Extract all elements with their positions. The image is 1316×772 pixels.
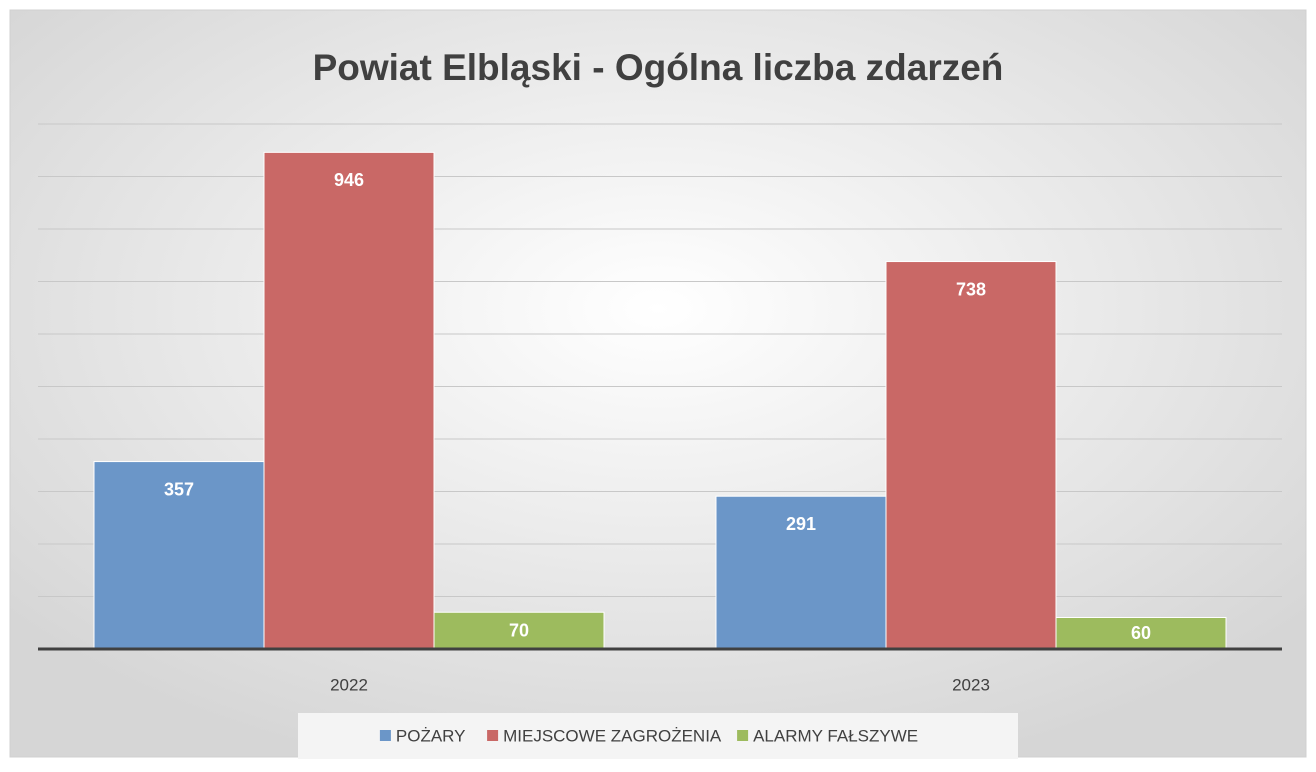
- legend-swatch: [379, 730, 391, 741]
- bar: [1055, 617, 1227, 650]
- data-label: 60: [1131, 623, 1151, 643]
- data-label: 946: [334, 170, 364, 190]
- data-label: 70: [509, 620, 529, 640]
- legend-background: [298, 713, 1018, 759]
- data-label: 291: [786, 514, 816, 534]
- data-label: 738: [956, 279, 986, 299]
- bar: [433, 611, 605, 650]
- legend-swatch: [487, 730, 499, 741]
- legend-label: MIEJSCOWE ZAGROŻENIA: [503, 726, 722, 745]
- legend-label: ALARMY FAŁSZYWE: [753, 726, 918, 745]
- x-tick-label: 2023: [952, 675, 990, 694]
- bar: [885, 261, 1057, 650]
- legend-swatch: [737, 730, 749, 741]
- legend-label: POŻARY: [396, 726, 466, 745]
- data-label: 357: [164, 479, 194, 499]
- chart-title: Powiat Elbląski - Ogólna liczba zdarzeń: [313, 47, 1004, 88]
- bar: [263, 151, 435, 650]
- x-tick-label: 2022: [330, 675, 368, 694]
